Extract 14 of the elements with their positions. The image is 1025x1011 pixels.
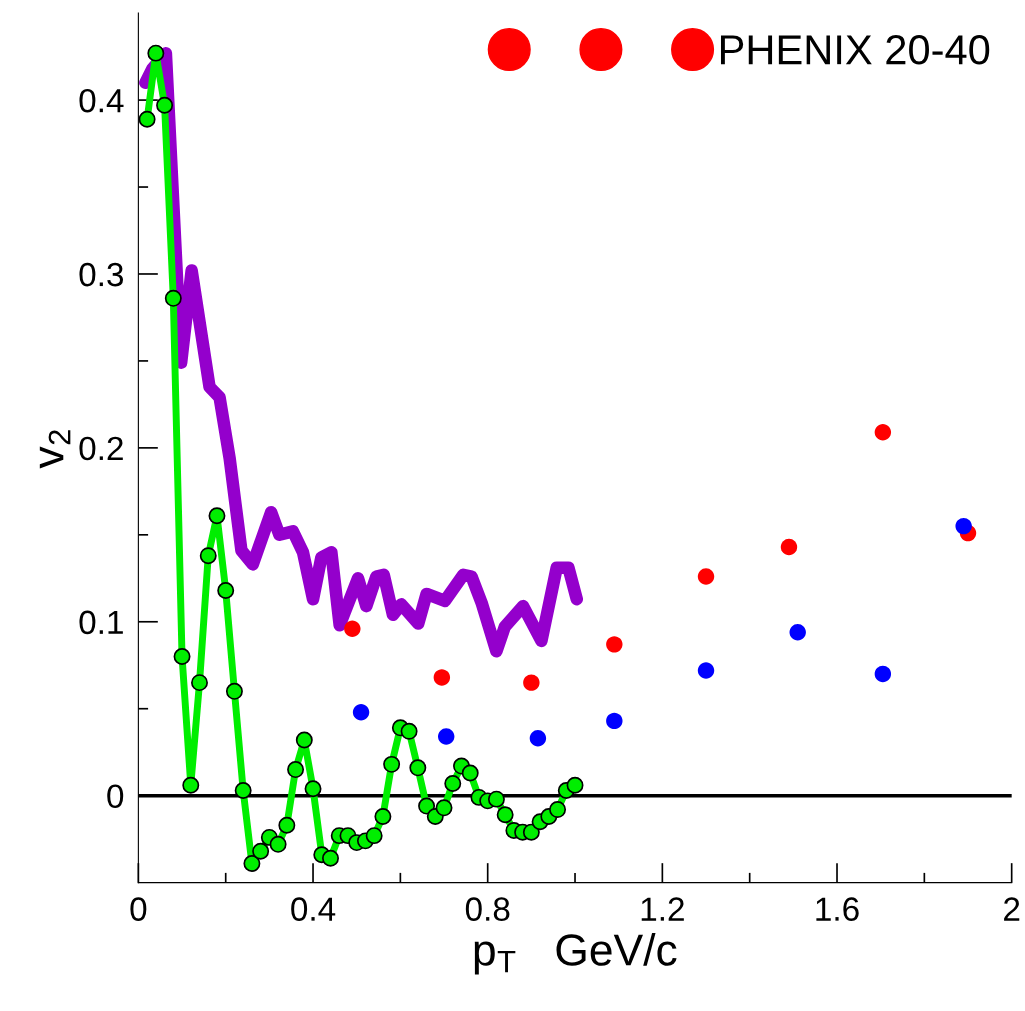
text: p$_{T}$ GeV/c: [474, 933, 677, 975]
y-tick-label: 0.3: [79, 262, 124, 287]
x-tick-label: 0.8: [465, 897, 510, 921]
legend-label: PHENIX 20-40: [720, 35, 990, 65]
y-tick-label: 0: [107, 784, 124, 809]
x-tick-label: 0.4: [291, 897, 336, 921]
y-tick-label: 0.2: [79, 436, 123, 461]
x-tick-label: 1.2: [641, 897, 684, 921]
x-tick-label: 1.6: [816, 897, 859, 921]
y-tick-label: 0.1: [79, 610, 123, 635]
y-axis-title: v$_{2}$: [39, 430, 71, 469]
x-tick-label: 2: [1004, 897, 1020, 921]
y-tick-label: 0.4: [79, 88, 124, 113]
x-tick-label: 0: [130, 897, 147, 921]
